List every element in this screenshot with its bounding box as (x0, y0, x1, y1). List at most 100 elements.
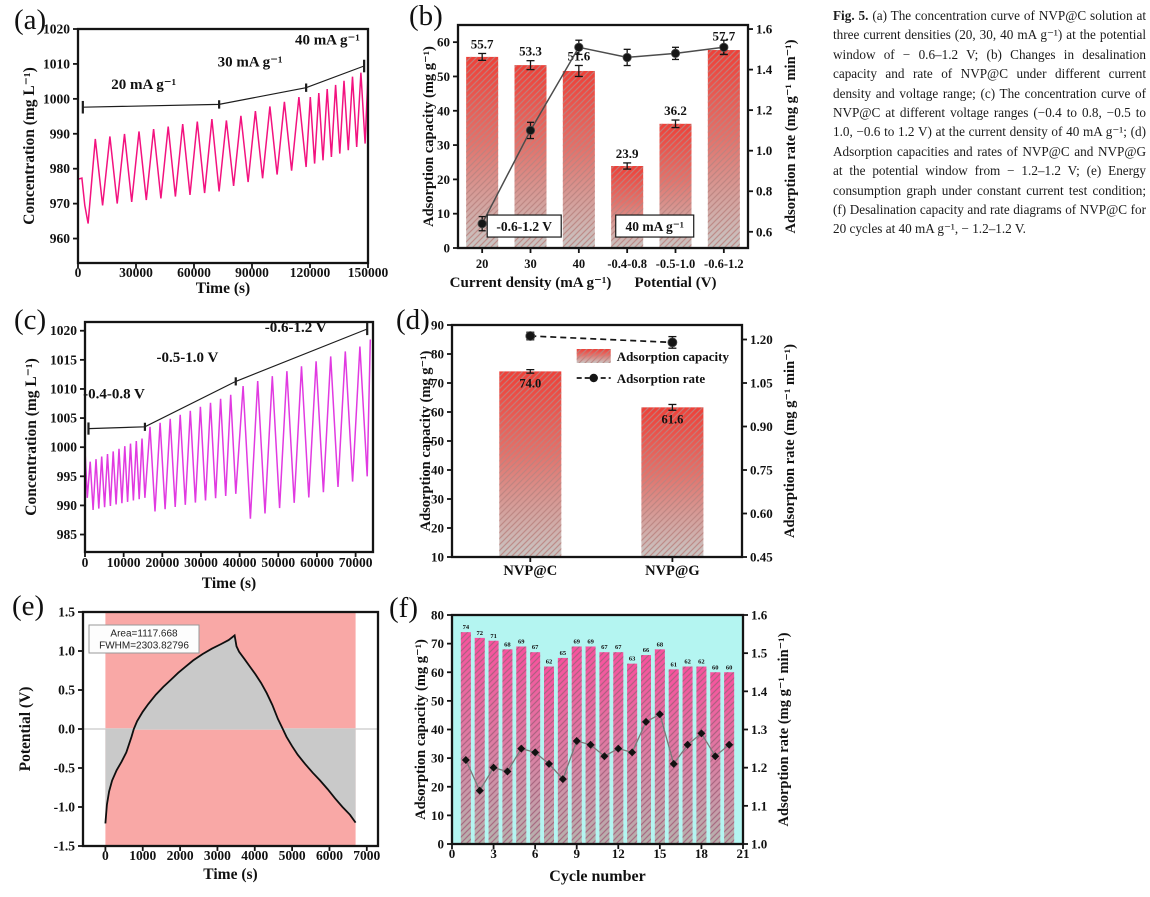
svg-text:0.90: 0.90 (750, 419, 773, 434)
svg-text:1000: 1000 (43, 91, 70, 106)
svg-text:0: 0 (449, 846, 456, 861)
svg-text:2000: 2000 (167, 848, 194, 863)
svg-text:1.0: 1.0 (756, 143, 772, 158)
svg-text:990: 990 (57, 498, 78, 513)
svg-text:6: 6 (532, 846, 539, 861)
svg-text:7000: 7000 (353, 848, 380, 863)
svg-text:Time (s): Time (s) (202, 575, 256, 592)
svg-text:-0.6-1.2 V: -0.6-1.2 V (496, 219, 552, 234)
svg-text:0.5: 0.5 (58, 683, 75, 698)
svg-text:0: 0 (102, 848, 109, 863)
svg-text:-0.6-1.2 V: -0.6-1.2 V (265, 320, 327, 336)
svg-text:-0.4-0.8 V: -0.4-0.8 V (83, 386, 145, 402)
panel-a-letter: (a) (14, 4, 47, 36)
svg-text:67: 67 (532, 644, 539, 651)
svg-text:30: 30 (431, 492, 444, 507)
svg-text:67: 67 (601, 644, 608, 651)
svg-text:50000: 50000 (261, 555, 295, 570)
svg-text:1.4: 1.4 (756, 62, 773, 77)
figure-caption-text: (a) The concentration curve of NVP@C sol… (833, 8, 1146, 237)
svg-text:4000: 4000 (241, 848, 268, 863)
svg-text:20000: 20000 (145, 555, 179, 570)
svg-text:30: 30 (524, 257, 537, 271)
svg-text:12: 12 (612, 846, 625, 861)
svg-text:0: 0 (444, 241, 451, 256)
svg-text:990: 990 (50, 126, 71, 141)
svg-text:90000: 90000 (235, 265, 269, 280)
svg-text:62: 62 (684, 659, 691, 666)
svg-text:Adsorption rate: Adsorption rate (617, 371, 706, 386)
svg-text:Concentration (mg L⁻¹): Concentration (mg L⁻¹) (21, 67, 38, 224)
svg-text:1005: 1005 (50, 411, 77, 426)
svg-text:Cycle number: Cycle number (549, 868, 645, 885)
svg-text:10000: 10000 (107, 555, 141, 570)
chart-concentration-vs-time-voltage-ranges: -0.4-0.8 V -0.5-1.0 V -0.6-1.2 V 0 10000 2000… (23, 320, 375, 592)
svg-text:60: 60 (431, 665, 444, 680)
svg-text:50: 50 (431, 693, 444, 708)
svg-text:Current density (mA g⁻¹): Current density (mA g⁻¹) (450, 275, 612, 291)
svg-text:1000: 1000 (129, 848, 156, 863)
svg-text:74: 74 (463, 624, 470, 631)
svg-text:-1.5: -1.5 (54, 839, 76, 854)
svg-text:-0.5-1.0: -0.5-1.0 (656, 257, 696, 271)
svg-text:50: 50 (437, 69, 450, 84)
svg-text:FWHM=2303.82796: FWHM=2303.82796 (99, 641, 189, 652)
svg-text:69: 69 (518, 638, 525, 645)
svg-text:995: 995 (57, 469, 78, 484)
svg-text:Adsorption capacity (mg g⁻¹): Adsorption capacity (mg g⁻¹) (413, 639, 429, 820)
svg-text:960: 960 (50, 231, 71, 246)
svg-text:0.60: 0.60 (750, 506, 773, 521)
svg-text:1.2: 1.2 (756, 103, 772, 118)
svg-text:65: 65 (560, 650, 567, 657)
svg-text:40: 40 (431, 722, 444, 737)
svg-text:980: 980 (50, 161, 71, 176)
svg-text:63: 63 (629, 656, 636, 663)
svg-text:66: 66 (643, 647, 650, 654)
svg-text:10: 10 (437, 206, 450, 221)
svg-text:68: 68 (657, 641, 664, 648)
svg-text:1010: 1010 (43, 56, 70, 71)
svg-text:20: 20 (437, 172, 450, 187)
svg-text:3: 3 (490, 846, 497, 861)
svg-text:61.6: 61.6 (661, 412, 683, 426)
svg-text:80: 80 (431, 608, 444, 623)
svg-text:70: 70 (431, 636, 444, 651)
svg-text:30 mA g⁻¹: 30 mA g⁻¹ (218, 55, 283, 71)
svg-text:80: 80 (431, 347, 444, 362)
svg-text:Adsorption capacity: Adsorption capacity (617, 349, 730, 364)
svg-text:Time (s): Time (s) (196, 280, 250, 297)
svg-text:1.2: 1.2 (751, 760, 767, 775)
svg-text:23.9: 23.9 (616, 146, 639, 161)
svg-text:0: 0 (75, 265, 82, 280)
svg-text:1.6: 1.6 (756, 22, 773, 37)
svg-text:60000: 60000 (177, 265, 211, 280)
svg-text:Adsorption capacity (mg g⁻¹): Adsorption capacity (mg g⁻¹) (421, 46, 437, 227)
svg-text:20: 20 (431, 521, 444, 536)
svg-text:20: 20 (431, 779, 444, 794)
svg-text:Adsorption capacity (mg g⁻¹): Adsorption capacity (mg g⁻¹) (418, 350, 434, 531)
svg-text:53.3: 53.3 (519, 44, 542, 59)
svg-text:40 mA g⁻¹: 40 mA g⁻¹ (295, 32, 360, 48)
svg-text:1.3: 1.3 (751, 722, 768, 737)
figure-caption-label: Fig. 5. (833, 8, 869, 23)
svg-text:NVP@G: NVP@G (645, 563, 700, 579)
svg-text:Time (s): Time (s) (203, 866, 257, 883)
svg-text:60: 60 (431, 405, 444, 420)
svg-text:5000: 5000 (279, 848, 306, 863)
svg-text:67: 67 (615, 644, 622, 651)
svg-text:3000: 3000 (204, 848, 231, 863)
svg-text:40 mA g⁻¹: 40 mA g⁻¹ (625, 219, 683, 234)
svg-text:70: 70 (431, 376, 444, 391)
svg-text:1.5: 1.5 (58, 605, 75, 620)
svg-text:1020: 1020 (43, 22, 70, 37)
svg-text:72: 72 (476, 630, 483, 637)
svg-text:Adsorption rate (mg g⁻¹ min⁻¹): Adsorption rate (mg g⁻¹ min⁻¹) (782, 344, 798, 538)
svg-text:0: 0 (82, 555, 89, 570)
figure-caption: Fig. 5. (a) The concentration curve of N… (833, 6, 1146, 239)
svg-text:1.4: 1.4 (751, 684, 768, 699)
svg-text:20 mA g⁻¹: 20 mA g⁻¹ (111, 77, 176, 93)
svg-text:1.5: 1.5 (751, 646, 768, 661)
svg-text:150000: 150000 (348, 265, 389, 280)
